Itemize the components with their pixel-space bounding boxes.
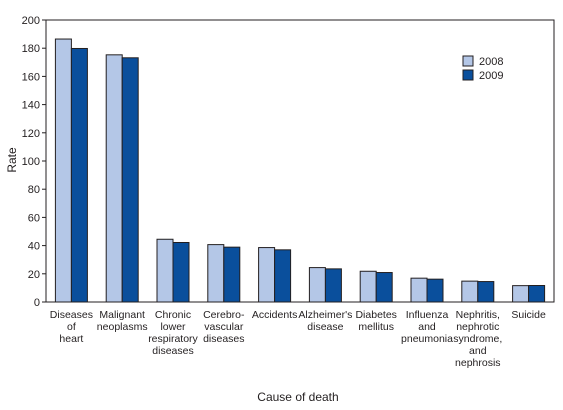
x-category-label-line: Alzheimer's [298, 309, 352, 321]
bar-2009-7 [426, 278, 444, 303]
x-category-label-line: Diabetes [355, 309, 396, 321]
x-category-label: Alzheimer's disease [298, 309, 352, 333]
x-category-label-line: vascular [204, 321, 244, 333]
x-category-label-line: Nephritis, [456, 309, 500, 321]
bars-layer [54, 38, 546, 303]
x-category-label-line: syndrome, [453, 333, 502, 345]
y-tick-label: 120 [22, 128, 40, 140]
x-category-label-line: Diseases [50, 309, 93, 321]
y-tick-label: 0 [34, 297, 40, 309]
legend-swatch-2009 [462, 69, 474, 81]
bar-2008-9 [512, 285, 530, 303]
x-category-label-line: pneumonia [401, 333, 453, 345]
bar-2008-5 [308, 267, 326, 303]
y-tick-label: 180 [22, 43, 40, 55]
bar-2008-8 [461, 280, 479, 303]
x-category-label: Suicide [511, 309, 546, 321]
x-category-label-line: of [67, 321, 76, 333]
y-axis-title: Rate [5, 147, 19, 173]
x-category-label-line: nephrosis [455, 357, 501, 369]
bar-2009-2 [172, 241, 190, 303]
bar-2008-1 [105, 54, 123, 303]
x-category-label-line: diseases [152, 345, 193, 357]
bar-2009-3 [223, 246, 241, 303]
x-category-label: Chronic lower respiratory diseases [148, 309, 198, 357]
axes-layer: 0 20 40 60 80 100 120 140 160 180 200 Diseases of hea… [22, 15, 555, 369]
x-category-label-line: respiratory [148, 333, 198, 345]
y-tick-label: 200 [22, 15, 40, 27]
x-category-label-line: neoplasms [97, 321, 148, 333]
bar-2008-4 [258, 247, 276, 303]
x-category-label-line: disease [307, 321, 343, 333]
x-category-label-line: diseases [203, 333, 244, 345]
x-category-label-line: heart [59, 333, 83, 345]
x-category-label-line: Malignant [99, 309, 145, 321]
y-tick-label: 20 [28, 269, 40, 281]
x-category-label: Diseases of heart [50, 309, 93, 345]
bar-2008-7 [410, 277, 428, 303]
x-category-label-line: Influenza [406, 309, 449, 321]
x-category-label: Malignant neoplasms [97, 309, 148, 333]
x-category-label: Nephritis, nephrotic syndrome, and nephrosis [453, 309, 502, 369]
y-tick-label: 40 [28, 241, 40, 253]
x-category-label-line: Accidents [252, 309, 298, 321]
x-category-label: Cerebro-vascular diseases [203, 309, 245, 345]
x-category-label-line: Chronic [155, 309, 191, 321]
legend-label-2009: 2009 [479, 70, 503, 82]
bar-2009-0 [70, 47, 88, 303]
x-category-label-line: Suicide [511, 309, 546, 321]
x-category-label-line: nephrotic [456, 321, 499, 333]
bar-2009-5 [324, 268, 342, 303]
y-tick-label: 160 [22, 71, 40, 83]
x-category-label: Accidents [252, 309, 298, 321]
bar-2008-2 [156, 238, 174, 303]
bar-2008-6 [359, 270, 377, 303]
y-tick-label: 140 [22, 100, 40, 112]
x-category-label-line: mellitus [358, 321, 394, 333]
x-category-label: Influenza and pneumonia [401, 309, 453, 345]
x-category-label: Diabetes mellitus [355, 309, 396, 333]
bar-2009-4 [274, 249, 292, 303]
legend-swatch-2008 [462, 55, 474, 67]
x-category-label-line: Cerebro- [203, 309, 245, 321]
bar-2009-1 [121, 57, 139, 303]
y-tick-label: 100 [22, 156, 40, 168]
x-category-label-line: lower [160, 321, 186, 333]
bar-2008-0 [54, 38, 72, 303]
bar-2009-6 [375, 272, 393, 303]
x-category-label-line: and [418, 321, 436, 333]
x-axis-title: Cause of death [257, 390, 338, 404]
bar-2008-3 [207, 244, 225, 303]
legend-label-2008: 2008 [479, 56, 503, 68]
bar-2009-9 [528, 285, 546, 303]
legend: 2008 2009 [462, 55, 503, 82]
y-tick-label: 80 [28, 184, 40, 196]
y-tick-label: 60 [28, 212, 40, 224]
bar-2009-8 [477, 281, 495, 303]
x-category-label-line: and [469, 345, 487, 357]
